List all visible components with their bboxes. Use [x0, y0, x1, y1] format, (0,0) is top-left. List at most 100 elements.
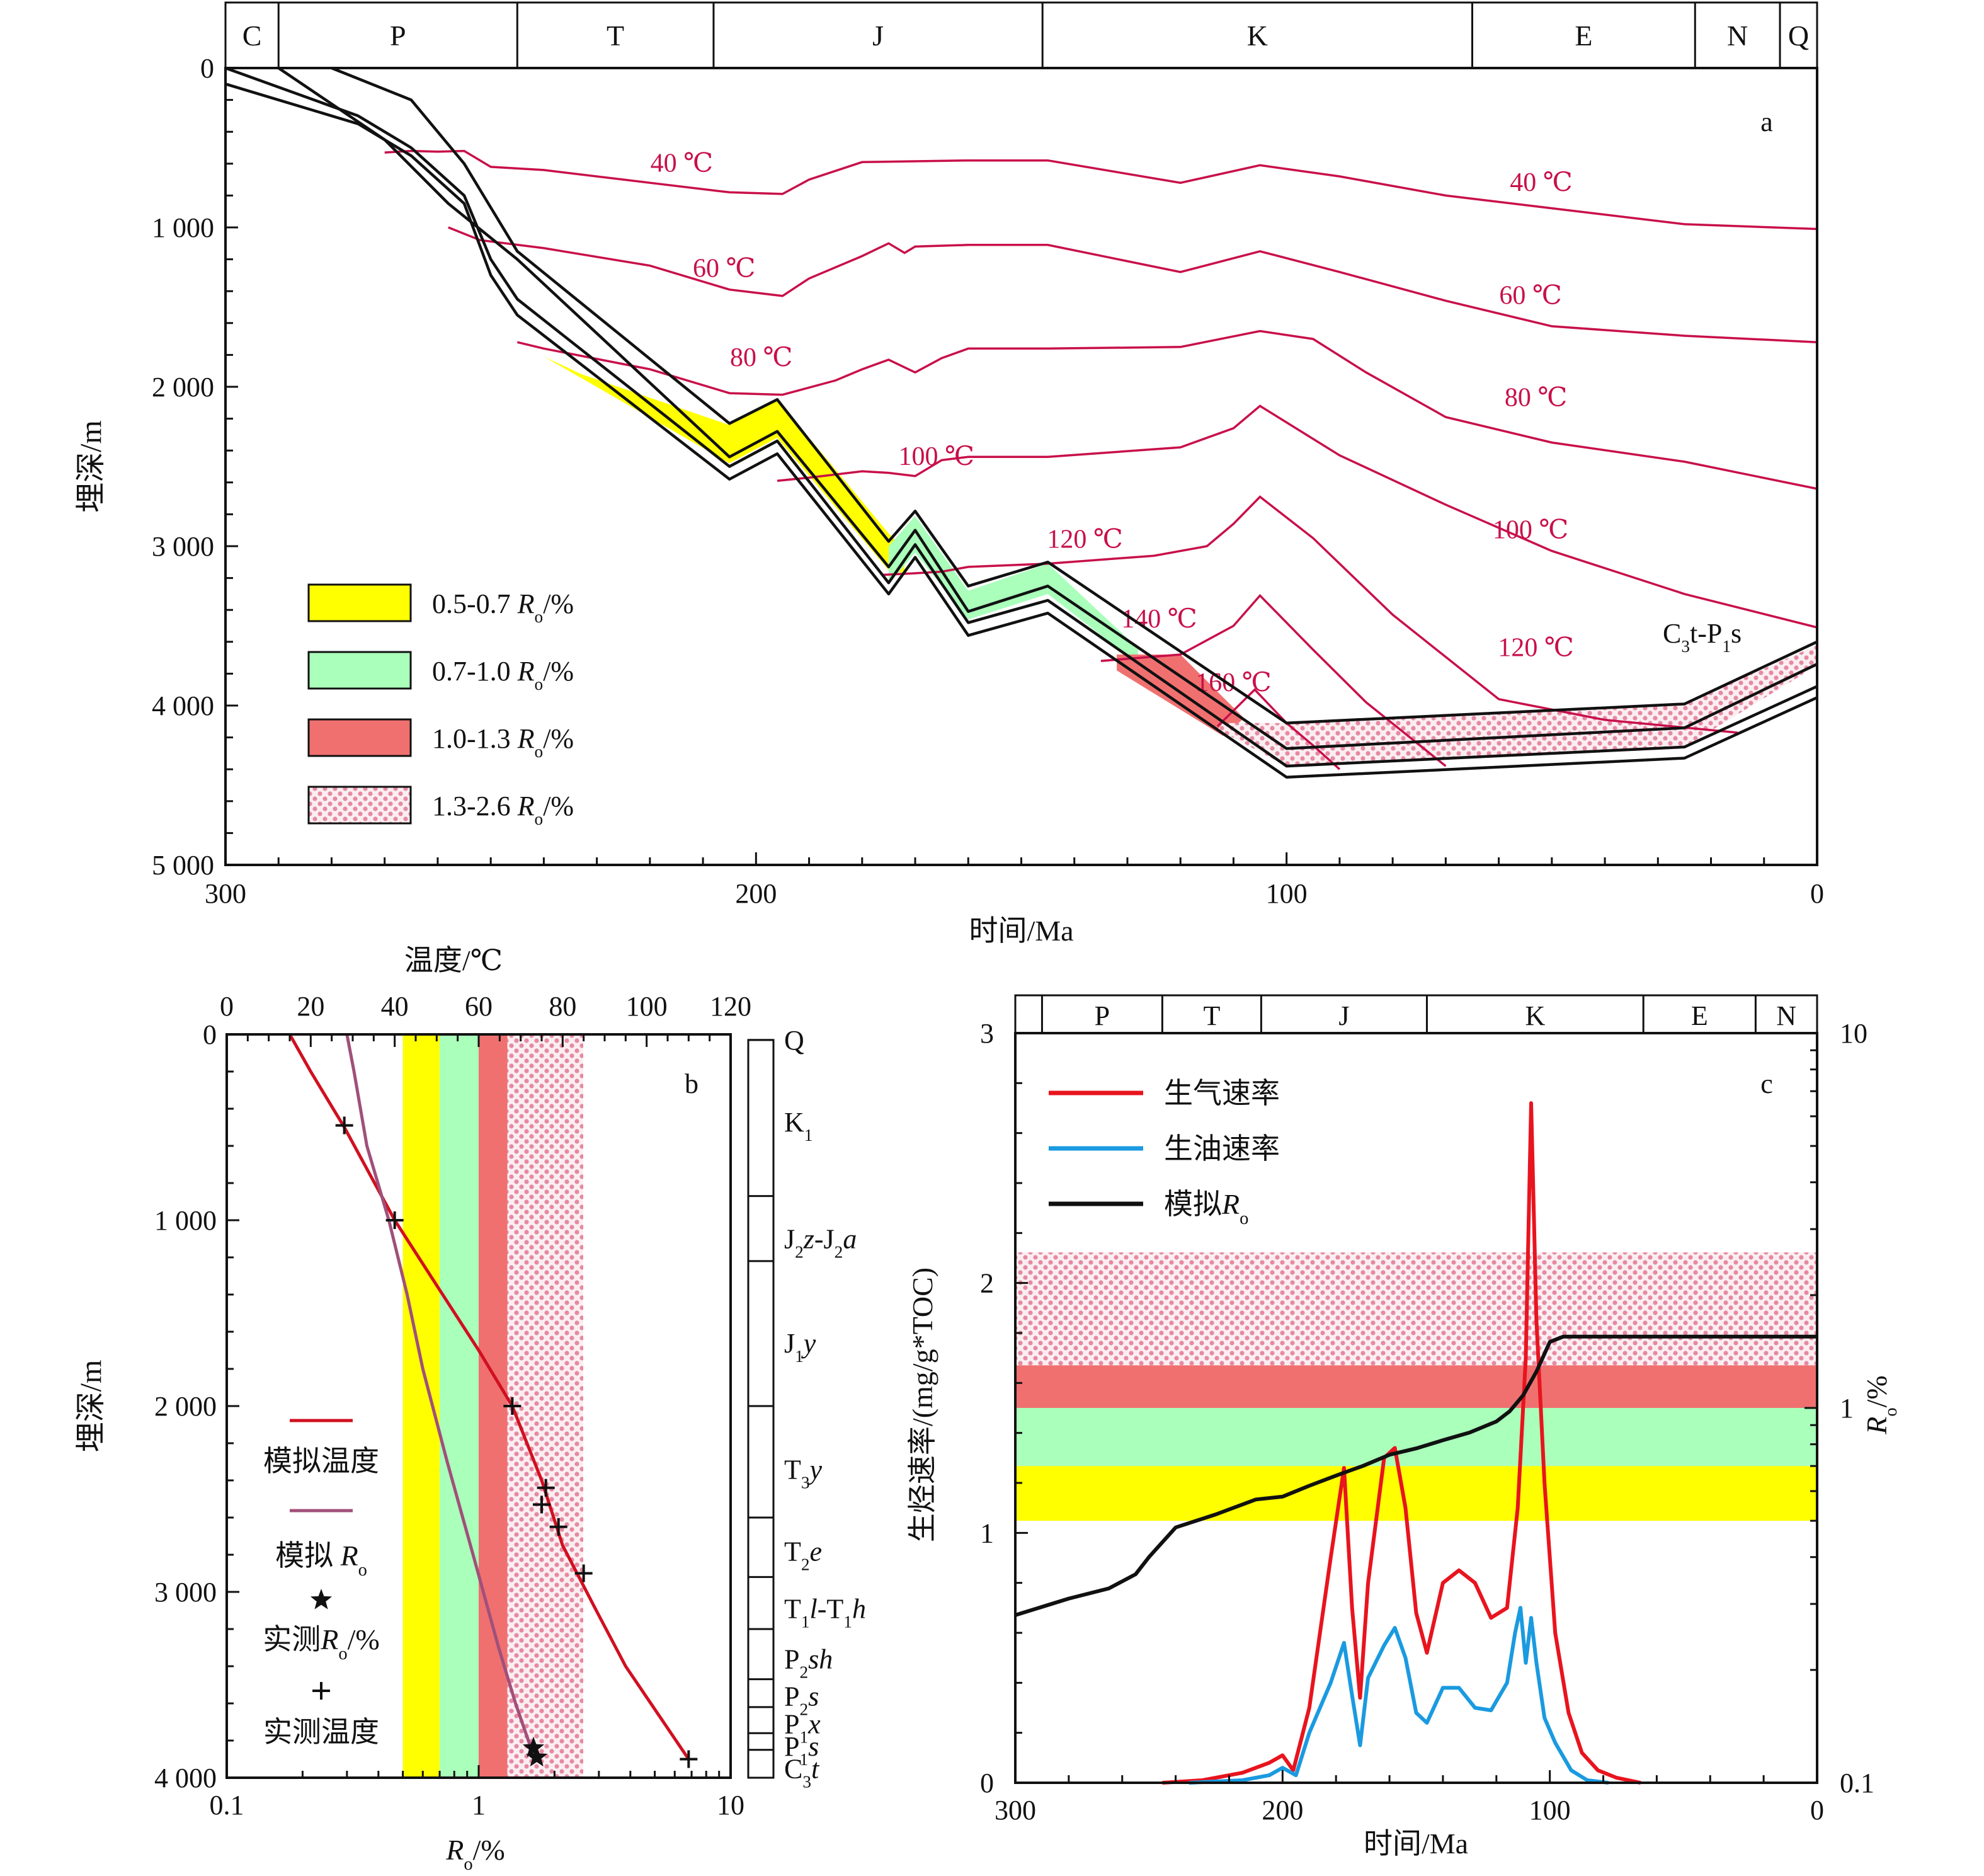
isotherm-label: 40 ℃	[1510, 168, 1572, 197]
right-tick-label: 0.1	[1840, 1768, 1874, 1799]
strata-label: K1	[784, 1107, 812, 1145]
series-line-oil	[1189, 1606, 1609, 1785]
legend-text: 实测Ro/%	[263, 1623, 379, 1664]
legend-text: 模拟温度	[263, 1445, 379, 1477]
legend-plus	[312, 1682, 330, 1700]
top-axis-label: 温度/℃	[404, 944, 503, 976]
legend-text: 1.3-2.6 Ro/%	[432, 791, 574, 828]
measured-temperature-point	[503, 1397, 522, 1415]
measured-temperature-point	[335, 1116, 353, 1135]
ro-band-green	[440, 1034, 479, 1778]
ro-band-red	[1015, 1365, 1817, 1408]
simulated-ro-line	[345, 1034, 535, 1756]
maturity-zone-green	[888, 515, 1138, 665]
isotherm-line	[384, 149, 1818, 231]
isotherm-line	[777, 404, 1818, 629]
panel-a-burial-history: C P T J K E N Q 40 ℃ 40 ℃ 60 ℃ 60 ℃ 80 ℃ 80 ℃ 100 ℃ 100…	[74, 1, 1824, 947]
measured-temperature-point	[680, 1750, 698, 1768]
x-tick-label: 0	[1810, 878, 1824, 909]
y-axis-label: 埋深/m	[74, 420, 108, 513]
isotherm-line	[883, 495, 1738, 734]
panel-b-temperature-ro-profile: 0 20 40 60 80 100 120 温度/℃ 0.1 1 10 Ro/% 0 1 000 2 000…	[74, 944, 866, 1874]
top-tick-label: 120	[710, 991, 751, 1022]
y-tick-label: 5 000	[152, 850, 214, 881]
isotherm-label: 120 ℃	[1498, 634, 1573, 663]
period-label: P	[1095, 1000, 1110, 1031]
isotherm-label: 60 ℃	[693, 254, 755, 283]
formation-annotation: C3t-P1s	[1663, 618, 1742, 656]
legend-text: 0.7-1.0 Ro/%	[432, 656, 574, 694]
measured-temperature-point	[549, 1518, 567, 1536]
measured-ro-point	[526, 1746, 548, 1767]
panel-label: a	[1760, 106, 1773, 137]
top-tick-label: 40	[381, 991, 409, 1022]
maturity-zone-pink_dot	[1217, 644, 1817, 767]
x-tick-label: 100	[1266, 878, 1308, 909]
isotherm-line	[1100, 593, 1447, 767]
period-label: T	[607, 20, 624, 52]
period-label: Q	[1788, 20, 1809, 52]
legend-swatch	[307, 718, 412, 757]
y-tick-label: 3	[980, 1018, 994, 1049]
burial-line	[331, 66, 1818, 725]
legend-text: 生油速率	[1164, 1133, 1280, 1165]
top-tick-label: 80	[549, 991, 576, 1022]
period-label: C	[242, 20, 262, 52]
period-label: K	[1525, 1000, 1545, 1031]
strata-label: J1y	[784, 1328, 816, 1366]
right-tick-label: 1	[1840, 1393, 1854, 1424]
burial-line	[225, 83, 1818, 779]
top-tick-label: 100	[626, 991, 668, 1022]
measured-temperature-point	[533, 1496, 550, 1514]
right-axis-label: Ro/%	[1861, 1375, 1901, 1434]
ro-band-pink_dot	[1015, 1252, 1817, 1366]
y-tick-label: 3 000	[152, 531, 214, 562]
bottom-tick-label: 0.1	[210, 1790, 244, 1821]
period-label: N	[1727, 20, 1748, 52]
strata-label: P1x	[784, 1709, 821, 1747]
period-label: N	[1776, 1000, 1796, 1031]
legend-text: 实测温度	[263, 1716, 379, 1748]
y-tick-label: 3 000	[154, 1577, 217, 1608]
bottom-tick-label: 10	[717, 1790, 744, 1821]
isotherm-label: 100 ℃	[898, 442, 974, 471]
top-tick-label: 60	[465, 991, 493, 1022]
isotherm-label: 80 ℃	[1505, 383, 1567, 412]
measured-temperature-point	[574, 1564, 593, 1582]
x-axis-label: 时间/Ma	[969, 915, 1073, 947]
isotherm-label: 40 ℃	[651, 149, 713, 178]
panel-label: c	[1760, 1068, 1773, 1099]
strata-label: J2z-J2a	[784, 1224, 857, 1262]
panel-c-generation-rate: P T J K E N 300 200 100 0 时间/Ma 0 1 2 3 生烃速率/(mg/g*TOC)…	[906, 994, 1901, 1860]
ro-band-red	[479, 1034, 508, 1778]
legend-text: 生气速率	[1164, 1077, 1280, 1109]
right-tick-label: 10	[1840, 1018, 1867, 1049]
y-tick-label: 2	[980, 1268, 994, 1299]
legend-swatch	[307, 651, 412, 690]
period-bar	[224, 1, 1818, 69]
strata-label: Q	[784, 1025, 804, 1056]
y-tick-label: 0	[980, 1768, 994, 1799]
y-tick-label: 1	[980, 1518, 994, 1548]
simulated-temperature-line	[288, 1033, 690, 1760]
measured-ro-point	[522, 1736, 545, 1758]
y-tick-label: 2 000	[152, 372, 214, 403]
y-tick-label: 1 000	[152, 212, 214, 243]
isotherm-label: 160 ℃	[1195, 668, 1271, 697]
legend-swatch	[307, 786, 412, 825]
y-axis-label: 埋深/m	[74, 1360, 108, 1453]
period-label: E	[1691, 1000, 1708, 1031]
x-tick-label: 100	[1529, 1795, 1571, 1826]
isotherm-line	[448, 226, 1818, 343]
x-axis-label: 时间/Ma	[1364, 1827, 1468, 1860]
period-label: P	[390, 20, 406, 52]
strata-label: P2sh	[784, 1644, 833, 1681]
bottom-axis-label: Ro/%	[445, 1834, 505, 1874]
strata-label: T1l-T1h	[784, 1594, 866, 1632]
x-tick-label: 200	[735, 878, 777, 909]
legend-text: 0.5-0.7 Ro/%	[432, 588, 574, 626]
measured-temperature-point	[385, 1211, 404, 1229]
ro-band-yellow	[1015, 1466, 1817, 1521]
isotherm-label: 100 ℃	[1493, 515, 1568, 544]
